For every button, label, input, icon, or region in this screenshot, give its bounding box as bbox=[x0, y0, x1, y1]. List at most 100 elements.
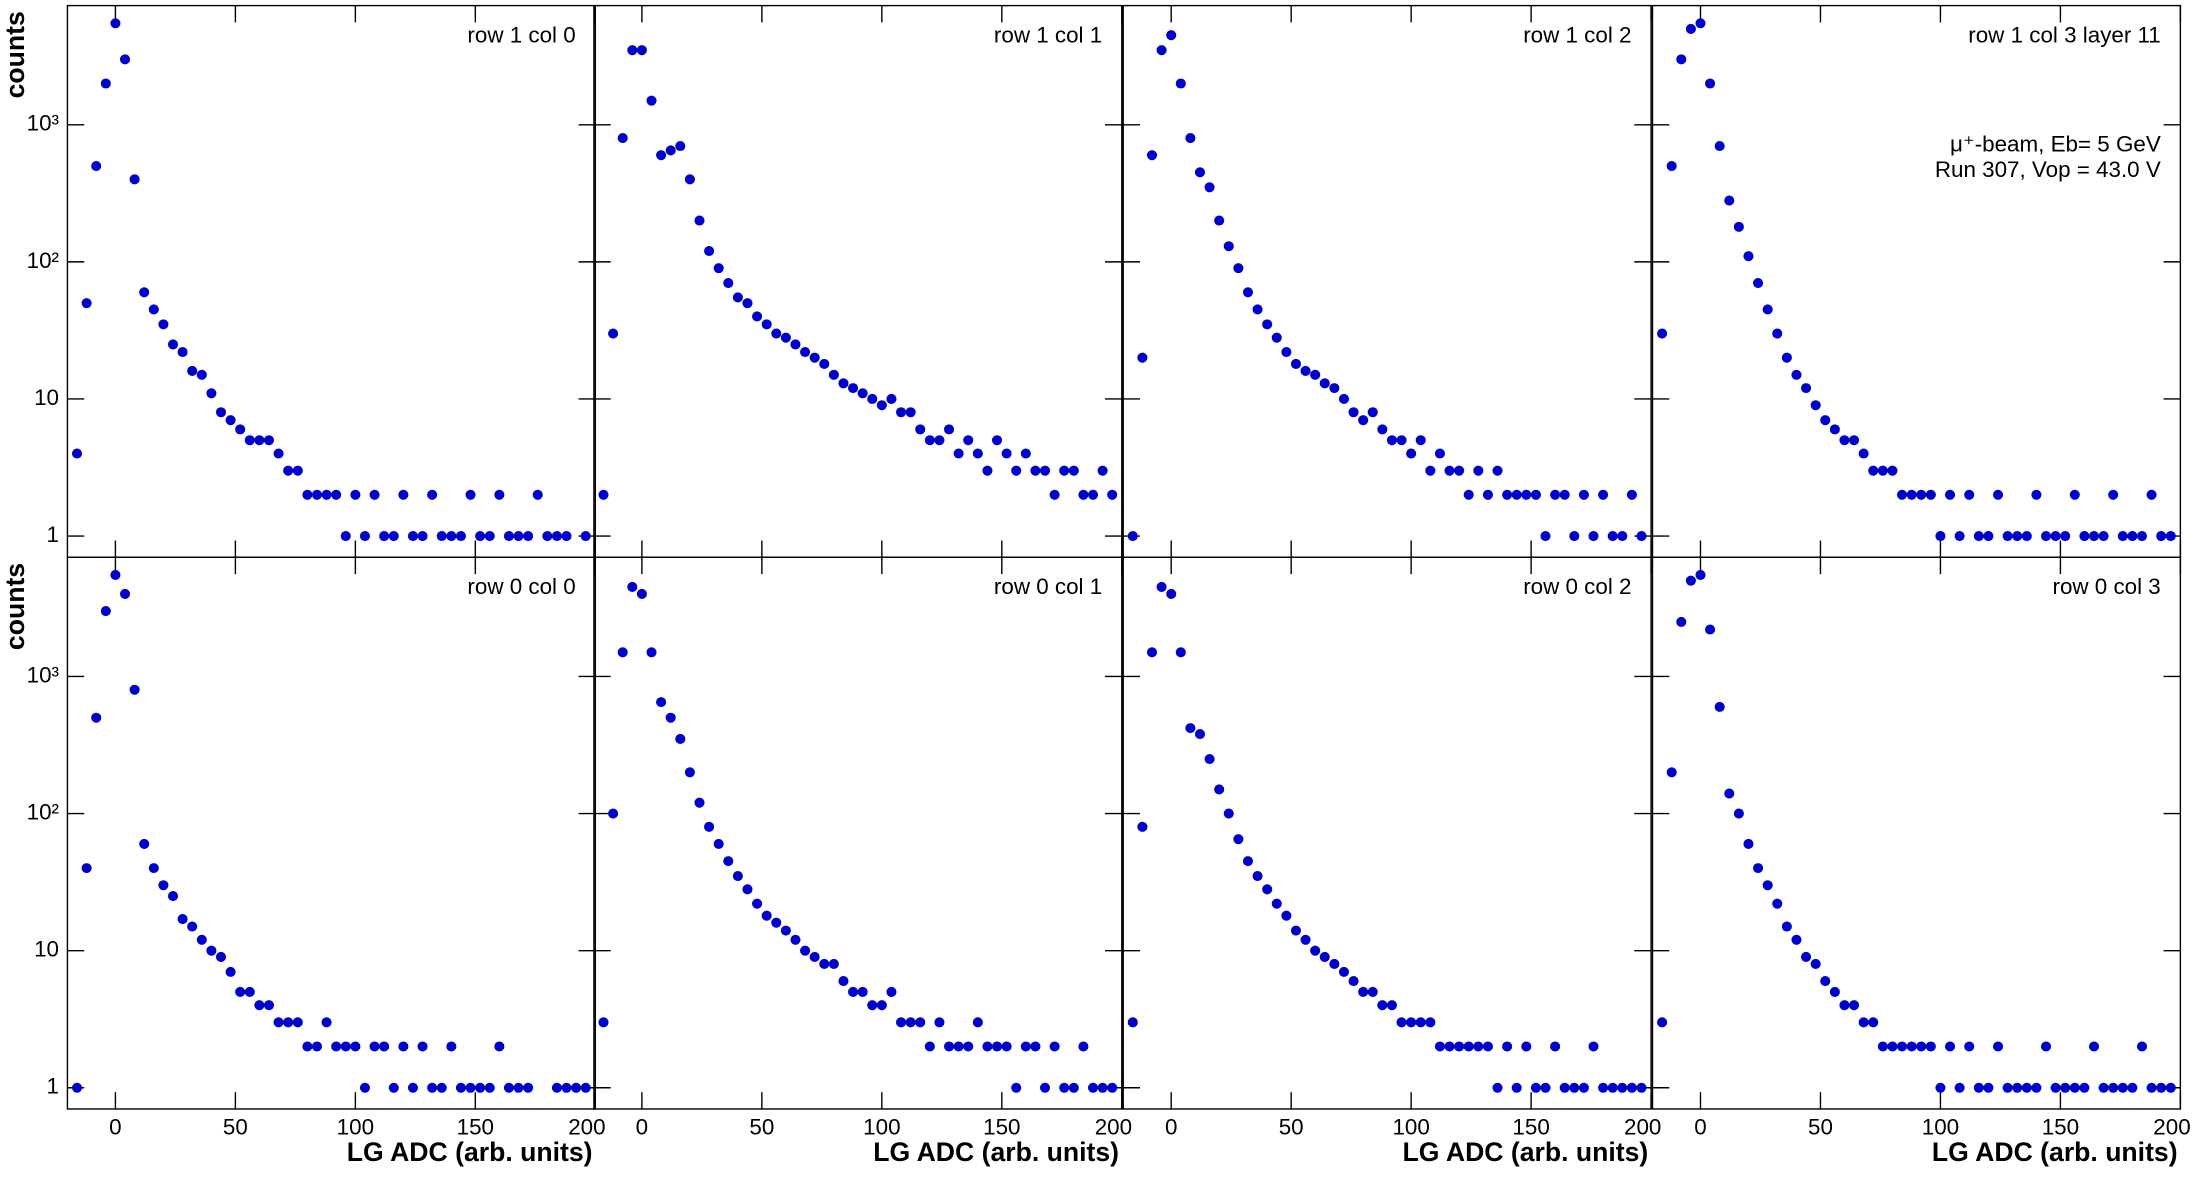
markers bbox=[1657, 18, 2176, 542]
data-point bbox=[1396, 1017, 1407, 1028]
x-tick-label: 100 bbox=[337, 1115, 374, 1140]
data-point bbox=[838, 976, 849, 987]
data-point bbox=[513, 1082, 524, 1093]
data-point bbox=[780, 925, 791, 936]
data-point bbox=[177, 914, 188, 925]
data-point bbox=[235, 424, 246, 435]
x-tick-label: 100 bbox=[863, 1115, 900, 1140]
data-point bbox=[1762, 880, 1773, 891]
data-point bbox=[675, 140, 686, 152]
data-point bbox=[896, 407, 907, 418]
data-point bbox=[1877, 465, 1888, 476]
data-point bbox=[848, 383, 859, 394]
data-point bbox=[388, 1082, 399, 1093]
data-point bbox=[1319, 951, 1330, 962]
markers bbox=[1127, 30, 1647, 542]
data-point bbox=[580, 1082, 591, 1093]
data-point bbox=[254, 1000, 265, 1011]
data-point bbox=[1521, 1041, 1532, 1052]
data-point bbox=[1059, 1082, 1070, 1093]
data-point bbox=[91, 160, 102, 172]
data-point bbox=[1039, 465, 1051, 476]
data-point bbox=[684, 174, 695, 185]
data-point bbox=[704, 245, 715, 257]
data-point bbox=[1724, 788, 1735, 799]
data-point bbox=[934, 1017, 945, 1028]
x-tick-label: 100 bbox=[1392, 1115, 1429, 1140]
data-point bbox=[1415, 435, 1426, 446]
data-point bbox=[187, 365, 198, 377]
data-point bbox=[2136, 1041, 2148, 1052]
data-point bbox=[1156, 45, 1167, 56]
data-point bbox=[800, 945, 811, 956]
x-tick-label: 0 bbox=[1694, 1115, 1706, 1140]
data-point bbox=[1281, 346, 1292, 358]
data-point bbox=[1676, 616, 1687, 627]
data-point bbox=[646, 95, 657, 106]
data-point bbox=[1482, 489, 1493, 500]
data-point bbox=[263, 1000, 275, 1011]
data-point bbox=[1569, 1082, 1580, 1093]
panel-label: row 0 col 1 bbox=[994, 574, 1102, 599]
data-point bbox=[1868, 1017, 1879, 1028]
data-point bbox=[1983, 531, 1994, 542]
data-point bbox=[81, 863, 92, 874]
data-point bbox=[2031, 489, 2042, 500]
data-point bbox=[379, 1041, 390, 1052]
data-point bbox=[359, 1082, 371, 1093]
data-point bbox=[1107, 489, 1118, 500]
data-point bbox=[1049, 1041, 1060, 1052]
data-point bbox=[2040, 531, 2052, 542]
data-point bbox=[675, 733, 686, 745]
data-point bbox=[1607, 531, 1618, 542]
data-point bbox=[982, 1041, 993, 1052]
data-point bbox=[1666, 767, 1677, 778]
data-point bbox=[436, 1082, 447, 1093]
data-point bbox=[455, 531, 466, 542]
x-tick-label: 0 bbox=[1165, 1115, 1177, 1140]
data-point bbox=[139, 838, 150, 850]
data-point bbox=[2031, 1082, 2042, 1093]
data-point bbox=[1714, 701, 1725, 712]
data-point bbox=[608, 328, 619, 339]
data-point bbox=[2108, 1082, 2119, 1093]
x-tick-label: 150 bbox=[457, 1115, 494, 1140]
panel-label: row 1 col 3 layer 11 bbox=[1968, 22, 2160, 47]
data-point bbox=[571, 1082, 582, 1093]
data-point bbox=[254, 435, 265, 446]
data-point bbox=[1617, 531, 1628, 542]
data-point bbox=[1801, 951, 1812, 962]
data-point bbox=[665, 712, 676, 723]
data-point bbox=[1329, 958, 1340, 969]
data-point bbox=[1925, 1041, 1936, 1052]
data-point bbox=[1540, 1082, 1551, 1093]
data-point bbox=[427, 489, 438, 500]
data-point bbox=[1020, 448, 1031, 459]
data-point bbox=[71, 448, 83, 459]
data-point bbox=[1454, 465, 1465, 476]
data-point bbox=[532, 489, 543, 500]
data-point bbox=[523, 1082, 534, 1093]
data-point bbox=[723, 278, 734, 289]
data-point bbox=[771, 917, 782, 928]
data-point bbox=[1626, 1082, 1637, 1093]
data-point bbox=[1944, 1041, 1956, 1052]
x-tick-label: 100 bbox=[1922, 1115, 1959, 1140]
data-point bbox=[1772, 328, 1783, 339]
data-point bbox=[1127, 531, 1138, 542]
data-point bbox=[139, 287, 150, 298]
x-tick-label: 50 bbox=[1808, 1115, 1833, 1140]
data-point bbox=[1386, 1000, 1397, 1011]
data-point bbox=[417, 531, 428, 542]
data-point bbox=[2088, 531, 2100, 542]
data-point bbox=[1906, 489, 1917, 500]
data-point bbox=[129, 174, 140, 185]
data-point bbox=[1858, 1017, 1869, 1028]
data-point bbox=[1906, 1041, 1917, 1052]
data-point bbox=[1059, 465, 1070, 476]
data-point bbox=[1338, 393, 1349, 405]
panel-frame bbox=[593, 556, 1123, 1110]
y-tick-label: 10³ bbox=[27, 111, 60, 136]
data-point bbox=[1367, 407, 1378, 418]
data-point bbox=[617, 133, 628, 144]
